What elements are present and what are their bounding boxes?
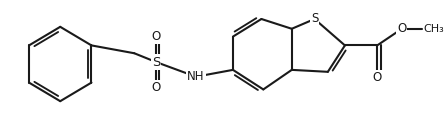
- Text: S: S: [152, 56, 160, 68]
- Text: O: O: [397, 22, 406, 35]
- Text: O: O: [372, 71, 382, 84]
- Text: NH: NH: [187, 70, 205, 83]
- Text: O: O: [152, 30, 161, 43]
- Text: S: S: [311, 13, 318, 25]
- Text: CH₃: CH₃: [424, 24, 444, 34]
- Text: O: O: [152, 81, 161, 94]
